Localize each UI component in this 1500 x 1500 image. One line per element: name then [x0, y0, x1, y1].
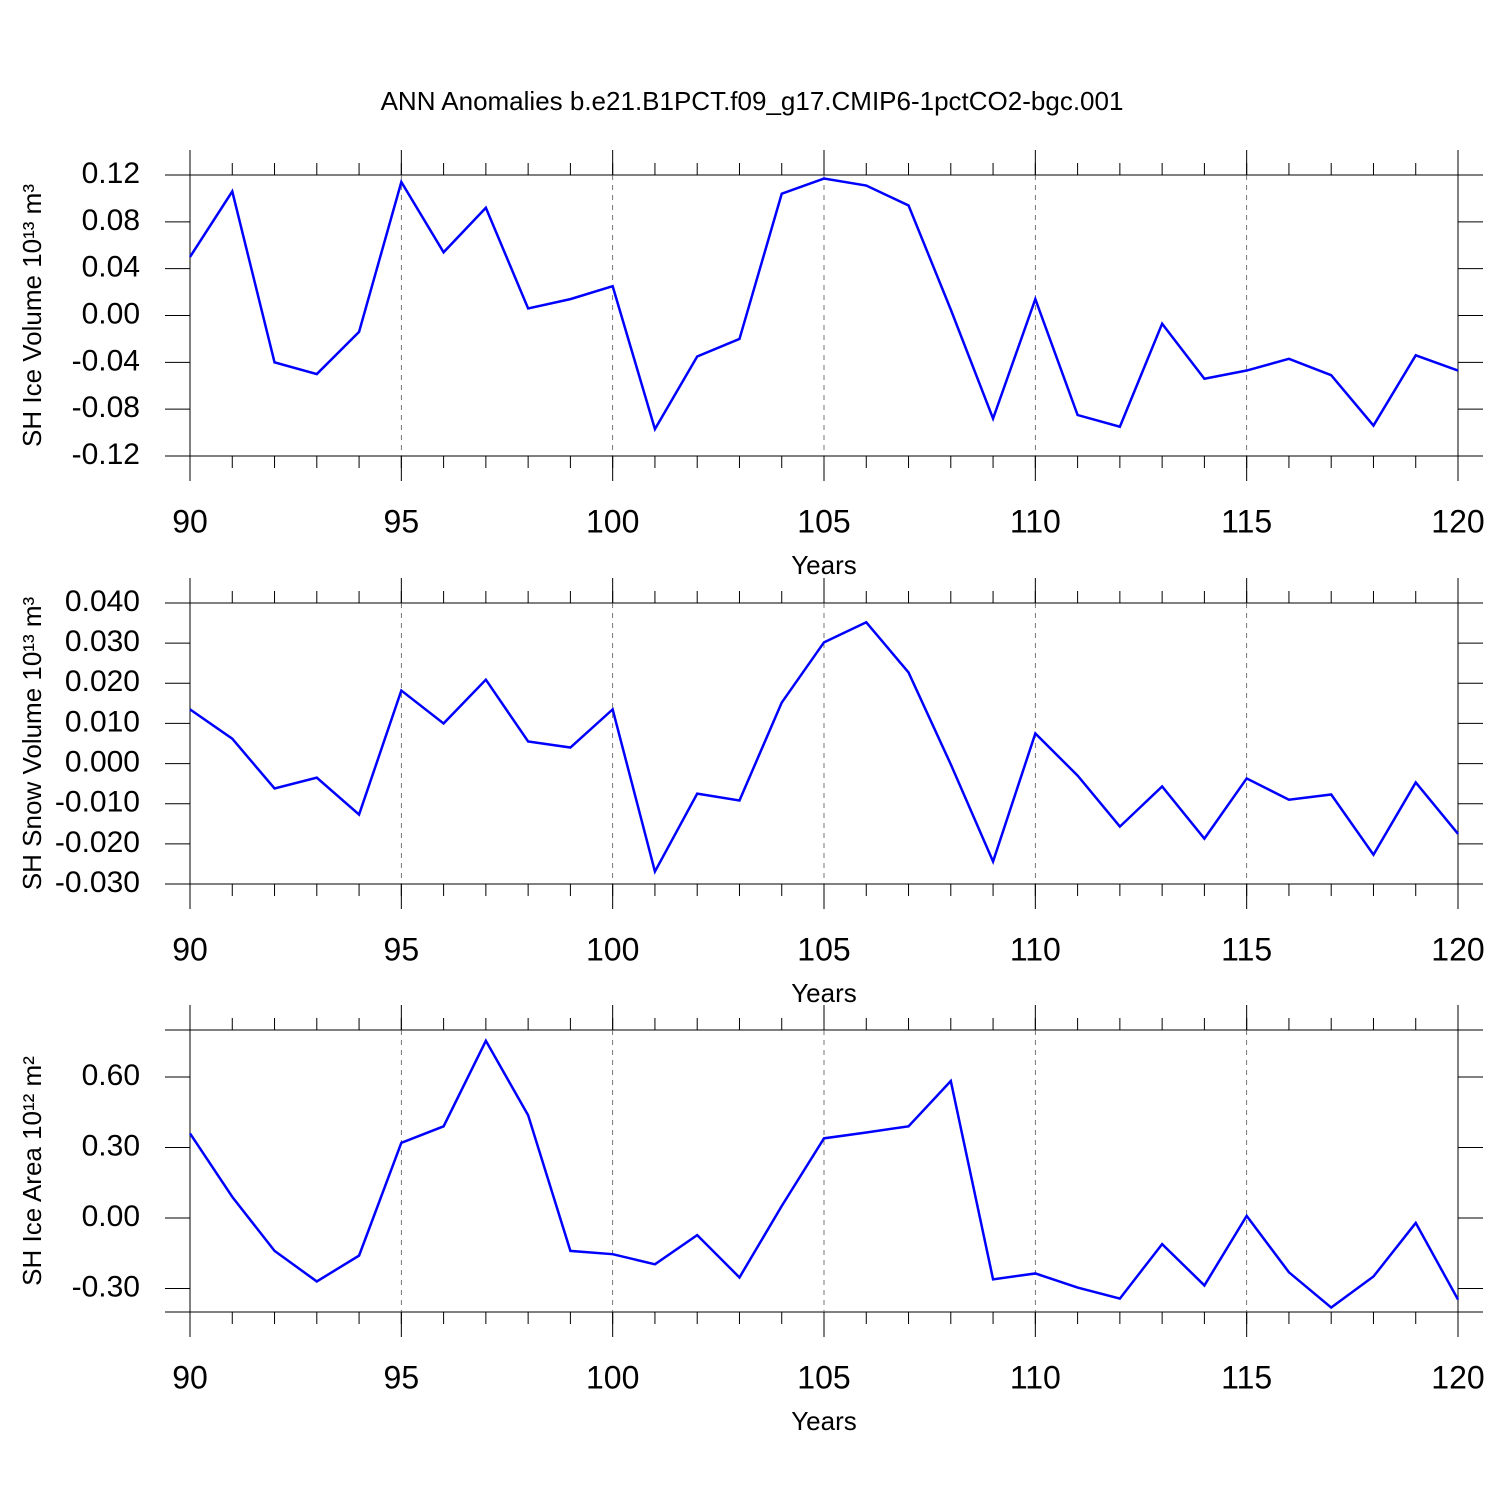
x-tick-label: 110 [1010, 931, 1061, 967]
y-tick-label: 0.08 [82, 204, 140, 237]
y-tick-label: -0.04 [72, 344, 140, 377]
y-tick-label: 0.030 [65, 625, 140, 658]
x-tick-label: 105 [797, 931, 850, 967]
data-line [188, 1038, 1460, 1310]
y-tick-label: 0.00 [82, 297, 140, 330]
y-axis-label: SH Ice Volume 10¹³ m³ [17, 184, 47, 447]
x-tick-label: 90 [172, 503, 208, 539]
x-tick-label: 100 [586, 1359, 639, 1395]
y-tick-label: 0.12 [82, 157, 140, 190]
y-tick-label: -0.020 [55, 826, 140, 859]
x-axis-label: Years [791, 550, 857, 580]
x-tick-label: 120 [1431, 503, 1484, 539]
x-tick-label: 105 [797, 503, 850, 539]
x-tick-label: 90 [172, 931, 208, 967]
data-line [189, 620, 1459, 875]
y-tick-label: 0.04 [82, 251, 140, 284]
x-tick-label: 95 [384, 931, 420, 967]
data-line [188, 177, 1459, 433]
x-tick-label: 95 [384, 1359, 420, 1395]
x-tick-label: 115 [1221, 1359, 1272, 1395]
x-tick-label: 115 [1221, 931, 1272, 967]
y-tick-label: 0.00 [82, 1200, 140, 1233]
y-tick-label: 0.30 [82, 1129, 140, 1162]
y-tick-label: -0.12 [72, 438, 140, 471]
y-tick-label: -0.030 [55, 866, 140, 899]
y-tick-label: 0.020 [65, 665, 140, 698]
x-tick-label: 100 [586, 503, 639, 539]
y-axis-label: SH Ice Area 10¹² m² [17, 1056, 47, 1286]
x-tick-label: 115 [1221, 503, 1272, 539]
y-tick-label: 0.010 [65, 705, 140, 738]
y-tick-label: -0.08 [72, 391, 140, 424]
y-tick-label: 0.60 [82, 1059, 140, 1092]
figure-title: ANN Anomalies b.e21.B1PCT.f09_g17.CMIP6-… [381, 86, 1124, 116]
x-tick-label: 100 [586, 931, 639, 967]
x-tick-label: 90 [172, 1359, 208, 1395]
y-tick-label: 0.040 [65, 585, 140, 618]
x-tick-label: 120 [1431, 931, 1484, 967]
x-tick-label: 120 [1431, 1359, 1484, 1395]
x-tick-label: 95 [384, 503, 420, 539]
x-axis-label: Years [791, 1406, 857, 1436]
x-tick-label: 110 [1010, 1359, 1061, 1395]
y-axis-label: SH Snow Volume 10¹³ m³ [17, 596, 47, 890]
y-tick-label: -0.010 [55, 786, 140, 819]
x-tick-label: 110 [1010, 503, 1061, 539]
x-axis-label: Years [791, 978, 857, 1008]
y-tick-label: 0.000 [65, 745, 140, 778]
x-tick-label: 105 [797, 1359, 850, 1395]
y-tick-label: -0.30 [72, 1270, 140, 1303]
